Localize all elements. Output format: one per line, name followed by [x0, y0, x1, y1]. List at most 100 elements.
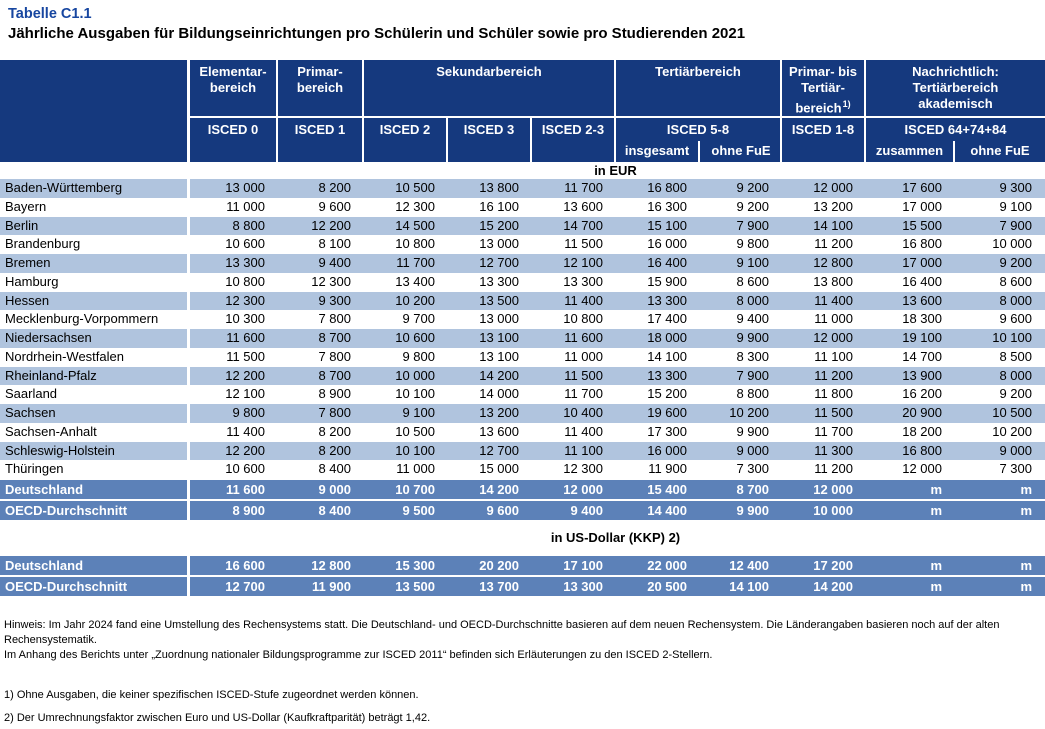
- table-cell: 7 300: [955, 460, 1045, 479]
- table-row: Baden-Württemberg 13 000 8 200 10 500 13 800…: [0, 179, 1045, 198]
- table-cell: 13 500: [448, 291, 532, 311]
- table-cell: 9 700: [364, 310, 448, 329]
- table-cell: m: [955, 556, 1045, 575]
- table-cell: 11 300: [782, 441, 866, 461]
- table-cell: 8 200: [278, 179, 364, 198]
- row-label: Brandenburg: [0, 235, 190, 254]
- table-cell: 13 500: [364, 577, 448, 596]
- note-anhang: Im Anhang des Berichts unter „Zuordnung …: [4, 649, 713, 661]
- column-header-isced3: ISCED 3: [448, 118, 532, 162]
- column-header-isced64-74-84: ISCED 64+74+84 zusammen ohne FuE: [866, 118, 1045, 162]
- table-cell: 10 600: [364, 329, 448, 348]
- row-label: Schleswig-Holstein: [0, 441, 190, 461]
- table-cell: 7 800: [278, 347, 364, 367]
- table-cell: 9 600: [955, 310, 1045, 329]
- row-label: OECD-Durchschnitt: [0, 577, 190, 596]
- table-cell: 9 400: [532, 501, 616, 520]
- table-cell: 16 600: [190, 556, 278, 575]
- table-cell: 9 200: [700, 197, 782, 217]
- column-header-zusammen: zusammen: [866, 141, 955, 162]
- row-label: Nordrhein-Westfalen: [0, 347, 190, 367]
- table-cell: 13 900: [866, 366, 955, 386]
- table-cell: m: [866, 480, 955, 499]
- table-cell: 16 300: [616, 197, 700, 217]
- table-cell: 8 600: [700, 272, 782, 292]
- table-cell: 15 200: [616, 385, 700, 404]
- column-header-isced64-74-84-subheaders: zusammen ohne FuE: [866, 141, 1045, 162]
- table-cell: 10 600: [190, 460, 278, 479]
- table-cell: 11 500: [782, 404, 866, 423]
- table-corner-cell: [0, 60, 190, 162]
- notes-block: Hinweis: Im Jahr 2024 fand eine Umstellu…: [0, 618, 1045, 663]
- table-cell: 13 400: [364, 272, 448, 292]
- column-header-isced1-8: ISCED 1-8: [782, 118, 866, 162]
- table-cell: 11 200: [782, 460, 866, 479]
- table-cell: 8 000: [955, 291, 1045, 311]
- row-label: OECD-Durchschnitt: [0, 501, 190, 520]
- unit-band-usd: in US-Dollar (KKP) 2): [550, 530, 681, 545]
- column-header-ohne-fue-1: ohne FuE: [711, 143, 771, 158]
- table-cell: 17 600: [866, 179, 955, 198]
- table-cell: 9 000: [955, 441, 1045, 461]
- table-cell: 11 500: [532, 366, 616, 386]
- table-cell: 12 100: [190, 385, 278, 404]
- table-cell: 10 000: [364, 366, 448, 386]
- table-cell: 9 900: [700, 329, 782, 348]
- table-cell: 12 100: [532, 254, 616, 273]
- column-header-isced2-3: ISCED 2-3: [532, 118, 616, 162]
- table-cell: 12 000: [782, 329, 866, 348]
- table-cell: 7 900: [700, 366, 782, 386]
- table-cell: 9 100: [700, 254, 782, 273]
- table-cell: 12 800: [782, 254, 866, 273]
- table-cell: 12 700: [190, 577, 278, 596]
- column-group-tertiaerbereich: Tertiärbereich: [616, 60, 782, 118]
- table-cell: 9 600: [448, 501, 532, 520]
- table-cell: 13 600: [532, 197, 616, 217]
- table-cell: 7 300: [700, 460, 782, 479]
- table-cell: 10 100: [364, 385, 448, 404]
- table-cell: 13 600: [448, 422, 532, 442]
- table-cell: 11 500: [532, 235, 616, 254]
- table-cell: 10 600: [190, 235, 278, 254]
- note-hinweis: Hinweis: Im Jahr 2024 fand eine Umstellu…: [4, 619, 1000, 646]
- column-group-primarbereich: Primar- bereich: [278, 60, 364, 118]
- table-cell: 15 000: [448, 460, 532, 479]
- table-cell: 13 000: [448, 310, 532, 329]
- footnotes-block: 1) Ohne Ausgaben, die keiner spezifische…: [0, 688, 1045, 726]
- table-cell: 11 900: [278, 577, 364, 596]
- row-label: Bayern: [0, 197, 190, 217]
- table-cell: 9 900: [700, 501, 782, 520]
- table-cell: 14 700: [532, 216, 616, 236]
- table-cell: 14 700: [866, 347, 955, 367]
- table-cell: 8 900: [278, 385, 364, 404]
- column-header-isced5-8: ISCED 5-8 insgesamt ohne FuE: [616, 118, 782, 162]
- table-cell: 10 200: [955, 422, 1045, 442]
- table-cell: 11 700: [782, 422, 866, 442]
- table-cell: 9 800: [364, 347, 448, 367]
- table-cell: 10 000: [955, 235, 1045, 254]
- table-cell: 13 600: [866, 291, 955, 311]
- table-cell: 7 900: [700, 216, 782, 236]
- table-row: Bremen 13 300 9 400 11 700 12 700 12 100 16 40…: [0, 254, 1045, 273]
- table-cell: 9 000: [700, 441, 782, 461]
- table-cell: 11 400: [532, 422, 616, 442]
- page-title: Jährliche Ausgaben für Bildungseinrichtu…: [8, 25, 746, 42]
- table-row: Hamburg 10 800 12 300 13 400 13 300 13 300 15 …: [0, 272, 1045, 292]
- table-row: Sachsen-Anhalt 11 400 8 200 10 500 13 600 11 …: [0, 422, 1045, 442]
- row-label: Mecklenburg-Vorpommern: [0, 310, 190, 329]
- table-cell: 9 200: [955, 385, 1045, 404]
- table-cell: 9 900: [700, 422, 782, 442]
- table-number: Tabelle C1.1: [8, 6, 92, 22]
- row-label: Berlin: [0, 216, 190, 236]
- table-cell: 11 900: [616, 460, 700, 479]
- table-cell: 14 400: [616, 501, 700, 520]
- table-row: Saarland 12 100 8 900 10 100 14 000 11 700 15 …: [0, 385, 1045, 404]
- table-cell: 11 600: [532, 329, 616, 348]
- table-cell: 15 100: [616, 216, 700, 236]
- table-cell: 12 000: [782, 480, 866, 499]
- column-header-isced1: ISCED 1: [278, 118, 364, 162]
- row-label: Thüringen: [0, 460, 190, 479]
- table-cell: 8 100: [278, 235, 364, 254]
- table-cell: 12 000: [782, 179, 866, 198]
- table-cell: 10 300: [190, 310, 278, 329]
